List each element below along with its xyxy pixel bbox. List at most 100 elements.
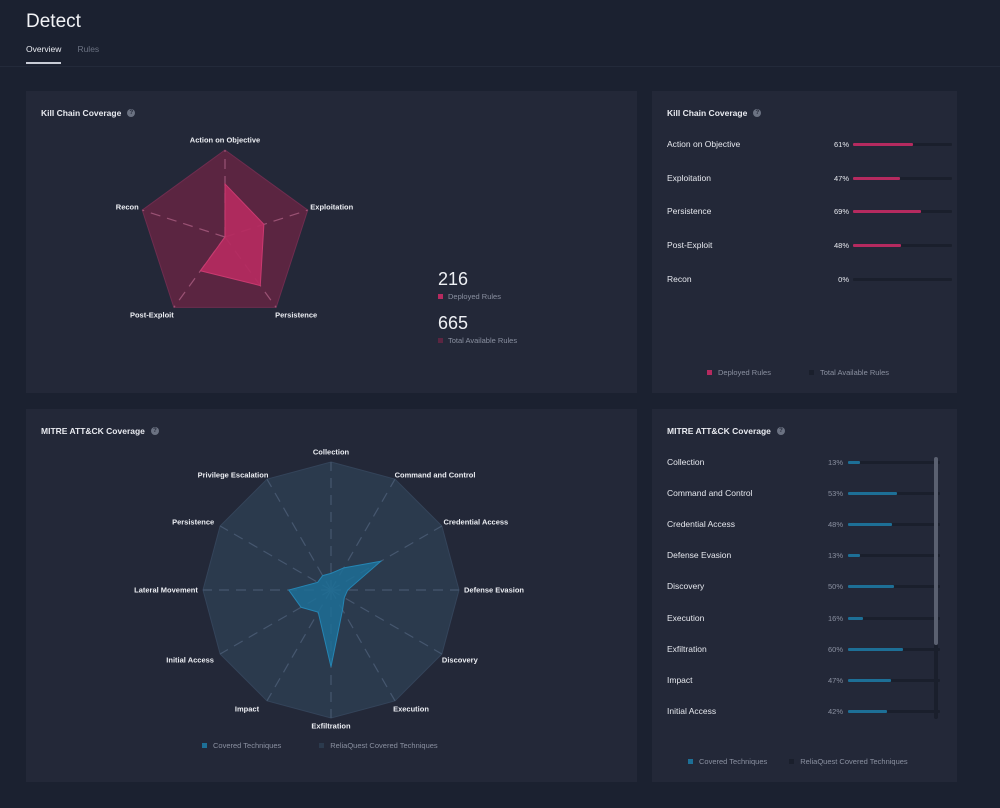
- bar-track: [848, 523, 940, 527]
- bar-label: Discovery: [667, 581, 705, 592]
- kill-chain-radar-title: Kill Chain Coverage: [41, 108, 122, 118]
- bar-value: 13%: [827, 458, 843, 467]
- bar-label: Execution: [667, 612, 705, 623]
- deployed-rules-label: Deployed Rules: [448, 292, 501, 301]
- panel-title: MITRE ATT&CK Coverage ?: [41, 426, 159, 436]
- bar-fill: [853, 210, 922, 214]
- panel-title: Kill Chain Coverage ?: [41, 108, 136, 118]
- bar-track: [848, 461, 940, 464]
- legend-covered-label: Covered Techniques: [213, 741, 282, 750]
- legend-covered: Covered Techniques: [202, 741, 281, 750]
- help-icon[interactable]: ?: [753, 109, 762, 117]
- bar-value: 53%: [827, 489, 843, 499]
- tab-bar: Overview Rules: [26, 44, 99, 64]
- bar-value: 42%: [827, 706, 843, 716]
- bar-track: [848, 616, 940, 620]
- kill-chain-bars-panel: Kill Chain Coverage ? Action on Objectiv…: [652, 91, 957, 393]
- bar-label: Credential Access: [667, 519, 736, 530]
- total-rules-label: Total Available Rules: [448, 336, 518, 345]
- bar-value: 13%: [827, 551, 843, 561]
- panel-title: MITRE ATT&CK Coverage ?: [667, 426, 785, 436]
- bar-value: 47%: [833, 173, 849, 183]
- legend-deployed: Deployed Rules: [707, 368, 771, 377]
- legend-swatch: [202, 743, 207, 748]
- mitre-bars-scrollbar[interactable]: [934, 457, 938, 719]
- radar-label-impact: Impact: [234, 704, 260, 714]
- bar-fill: [853, 176, 900, 180]
- total-rules-count: 665: [438, 313, 469, 333]
- bar-track: [848, 492, 940, 496]
- bar-label: Defense Evasion: [667, 550, 732, 561]
- bar-track: [853, 277, 952, 281]
- bar-label: Post-Exploit: [667, 240, 713, 251]
- tab-rules[interactable]: Rules: [77, 44, 100, 54]
- radar-label-exploitation: Exploitation: [310, 202, 354, 212]
- bar-value: 50%: [827, 582, 843, 592]
- legend-swatch: [688, 759, 693, 764]
- bar-row-persistence: Persistence 69%: [667, 206, 952, 218]
- mitre-bars-panel: MITRE ATT&CK Coverage ? Collection 13% Com…: [652, 409, 957, 782]
- kill-chain-radar-chart: [141, 149, 309, 308]
- bar-row-exploitation: Exploitation 47%: [667, 173, 952, 185]
- radar-label-collection: Collection: [312, 447, 350, 457]
- radar-covered-polygon: [199, 182, 265, 287]
- bar-track: [848, 647, 940, 651]
- deployed-rules-count: 216: [438, 269, 469, 289]
- radar-label-privilege-escalation: Privilege Escalation: [197, 470, 269, 480]
- bar-fill: [848, 461, 860, 464]
- bar-label: Initial Access: [667, 705, 717, 716]
- bar-label: Action on Objective: [667, 139, 741, 149]
- legend-reliaquest: ReliaQuest Covered Techniques: [319, 741, 438, 750]
- help-icon[interactable]: ?: [776, 427, 785, 435]
- bar-label: Recon: [667, 273, 692, 284]
- bar-row-execution: Execution 16%: [667, 612, 940, 625]
- bar-value: 60%: [827, 644, 843, 654]
- bar-value: 48%: [827, 520, 843, 530]
- kill-chain-radar-panel: Kill Chain Coverage ? Action on Objectiv…: [26, 91, 637, 393]
- mitre-radar-panel: MITRE ATT&CK Coverage ? Collection Comman…: [26, 409, 637, 782]
- bar-fill: [848, 554, 860, 558]
- mitre-radar-title: MITRE ATT&CK Coverage: [41, 426, 145, 436]
- bar-label: Command and Control: [667, 488, 753, 499]
- help-icon[interactable]: ?: [127, 109, 136, 117]
- bar-value: 0%: [838, 274, 849, 284]
- radar-label-credential-access: Credential Access: [443, 517, 509, 527]
- radar-spoke-recon: [142, 209, 226, 238]
- legend-deployed-label: Deployed Rules: [718, 368, 771, 377]
- total-rules-swatch: [438, 338, 443, 343]
- radar-label-defense-evasion: Defense Evasion: [463, 585, 525, 595]
- legend-total-label: Total Available Rules: [819, 368, 890, 377]
- tab-overview[interactable]: Overview: [26, 44, 62, 64]
- help-icon[interactable]: ?: [150, 427, 159, 435]
- bar-value: 47%: [827, 675, 843, 685]
- bar-value: 61%: [833, 140, 849, 149]
- bar-row-defense-evasion: Defense Evasion 13%: [667, 550, 940, 562]
- bar-label: Impact: [667, 674, 693, 685]
- radar-label-execution: Execution: [393, 704, 429, 714]
- scrollbar-thumb[interactable]: [934, 457, 938, 645]
- bar-track: [848, 554, 940, 558]
- radar-label-persistence: Persistence: [275, 310, 318, 320]
- radar-label-exfiltration: Exfiltration: [311, 721, 351, 731]
- bar-track: [853, 210, 952, 214]
- mitre-radar-legend: Covered Techniques ReliaQuest Covered Te…: [202, 741, 438, 750]
- mitre-radar-chart: [202, 461, 460, 719]
- legend-swatch: [789, 759, 795, 764]
- mitre-bars-title: MITRE ATT&CK Coverage: [667, 426, 771, 436]
- page-title: Detect: [26, 11, 81, 32]
- bar-row-exfiltration: Exfiltration 60%: [667, 643, 940, 656]
- bar-row-credential-access: Credential Access 48%: [667, 519, 940, 531]
- bar-fill: [848, 709, 887, 713]
- radar-spoke-persistence: [219, 525, 332, 591]
- bar-row-collection: Collection 13%: [667, 457, 940, 469]
- legend-reliaquest-label: ReliaQuest Covered Techniques: [330, 741, 438, 750]
- radar-label-persistence: Persistence: [172, 517, 215, 527]
- total-rules-legend: Total Available Rules: [438, 336, 517, 345]
- deployed-rules-swatch: [438, 294, 443, 299]
- legend-reliaquest: ReliaQuest Covered Techniques: [789, 757, 908, 766]
- radar-label-recon: Recon: [115, 202, 139, 212]
- header-divider: [0, 66, 1000, 67]
- radar-spoke-exploitation: [224, 209, 308, 238]
- radar-spoke-discovery: [330, 589, 443, 655]
- bar-label: Exfiltration: [667, 643, 707, 654]
